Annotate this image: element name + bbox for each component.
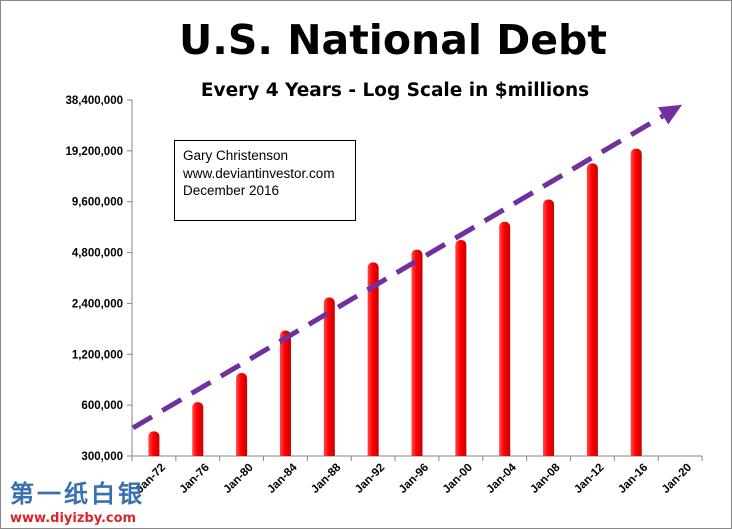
x-tick-label: Jan-96 xyxy=(397,462,431,496)
bar-base-jan-00 xyxy=(455,450,467,456)
bar-jan-16 xyxy=(630,148,642,457)
bar-jan-88 xyxy=(323,297,335,456)
annotation-website: www.deviantinvestor.com xyxy=(183,165,335,181)
y-tick-label: 9,600,000 xyxy=(72,197,123,209)
bar-base-jan-04 xyxy=(499,450,511,456)
x-tick-label: Jan-16 xyxy=(616,462,650,496)
bar-base-jan-96 xyxy=(411,450,423,456)
x-tick-label: Jan-04 xyxy=(485,461,520,496)
bar-jan-00 xyxy=(455,239,467,456)
watermark-url: www.diyizby.com xyxy=(10,511,136,526)
bar-jan-80 xyxy=(236,372,248,456)
bar-jan-76 xyxy=(192,402,204,456)
bar-base-jan-88 xyxy=(323,450,335,456)
x-tick-label: Jan-92 xyxy=(353,462,387,496)
y-tick-label: 300,000 xyxy=(81,451,123,463)
x-tick-label: Jan-84 xyxy=(265,461,300,496)
bar-jan-08 xyxy=(543,199,555,456)
bar-jan-72 xyxy=(148,431,160,456)
bar-base-jan-08 xyxy=(543,450,555,456)
watermark-logo-text: 第一纸白银 xyxy=(10,480,145,508)
bar-base-jan-92 xyxy=(367,450,379,456)
y-tick-label: 2,400,000 xyxy=(72,298,123,310)
y-tick-label: 38,400,000 xyxy=(65,95,123,107)
bar-base-jan-72 xyxy=(148,450,160,456)
x-tick-label: Jan-80 xyxy=(221,462,255,496)
chart-subtitle: Every 4 Years - Log Scale in $millions xyxy=(200,80,590,101)
x-tick-label: Jan-08 xyxy=(528,461,563,496)
bar-jan-92 xyxy=(367,262,379,456)
bar-base-jan-80 xyxy=(236,450,248,456)
bar-jan-04 xyxy=(499,221,511,456)
watermark-logo: 第一纸白银 www.diyizby.com xyxy=(10,480,145,526)
y-tick-label: 1,200,000 xyxy=(72,349,123,361)
x-tick-label: Jan-00 xyxy=(441,462,475,496)
chart-title: U.S. National Debt xyxy=(178,16,608,64)
annotation-box: Gary Christenson www.deviantinvestor.com… xyxy=(174,140,356,221)
x-tick-label: Jan-12 xyxy=(572,462,606,496)
x-tick-label: Jan-88 xyxy=(309,461,344,496)
bar-base-jan-84 xyxy=(279,450,291,456)
trend-line xyxy=(131,113,665,431)
x-tick-label: Jan-20 xyxy=(660,462,694,496)
bar-base-jan-76 xyxy=(192,450,204,456)
bar-jan-84 xyxy=(279,330,291,456)
y-tick-label: 19,200,000 xyxy=(65,146,123,158)
bar-jan-96 xyxy=(411,249,423,456)
bar-base-jan-16 xyxy=(630,450,642,456)
y-tick-label: 600,000 xyxy=(81,400,123,412)
y-tick-label: 4,800,000 xyxy=(72,248,123,260)
bar-base-jan-12 xyxy=(586,450,598,456)
bar-jan-12 xyxy=(586,163,598,456)
trend-arrowhead xyxy=(658,104,683,125)
annotation-author: Gary Christenson xyxy=(183,148,289,163)
annotation-date: December 2016 xyxy=(183,183,280,198)
